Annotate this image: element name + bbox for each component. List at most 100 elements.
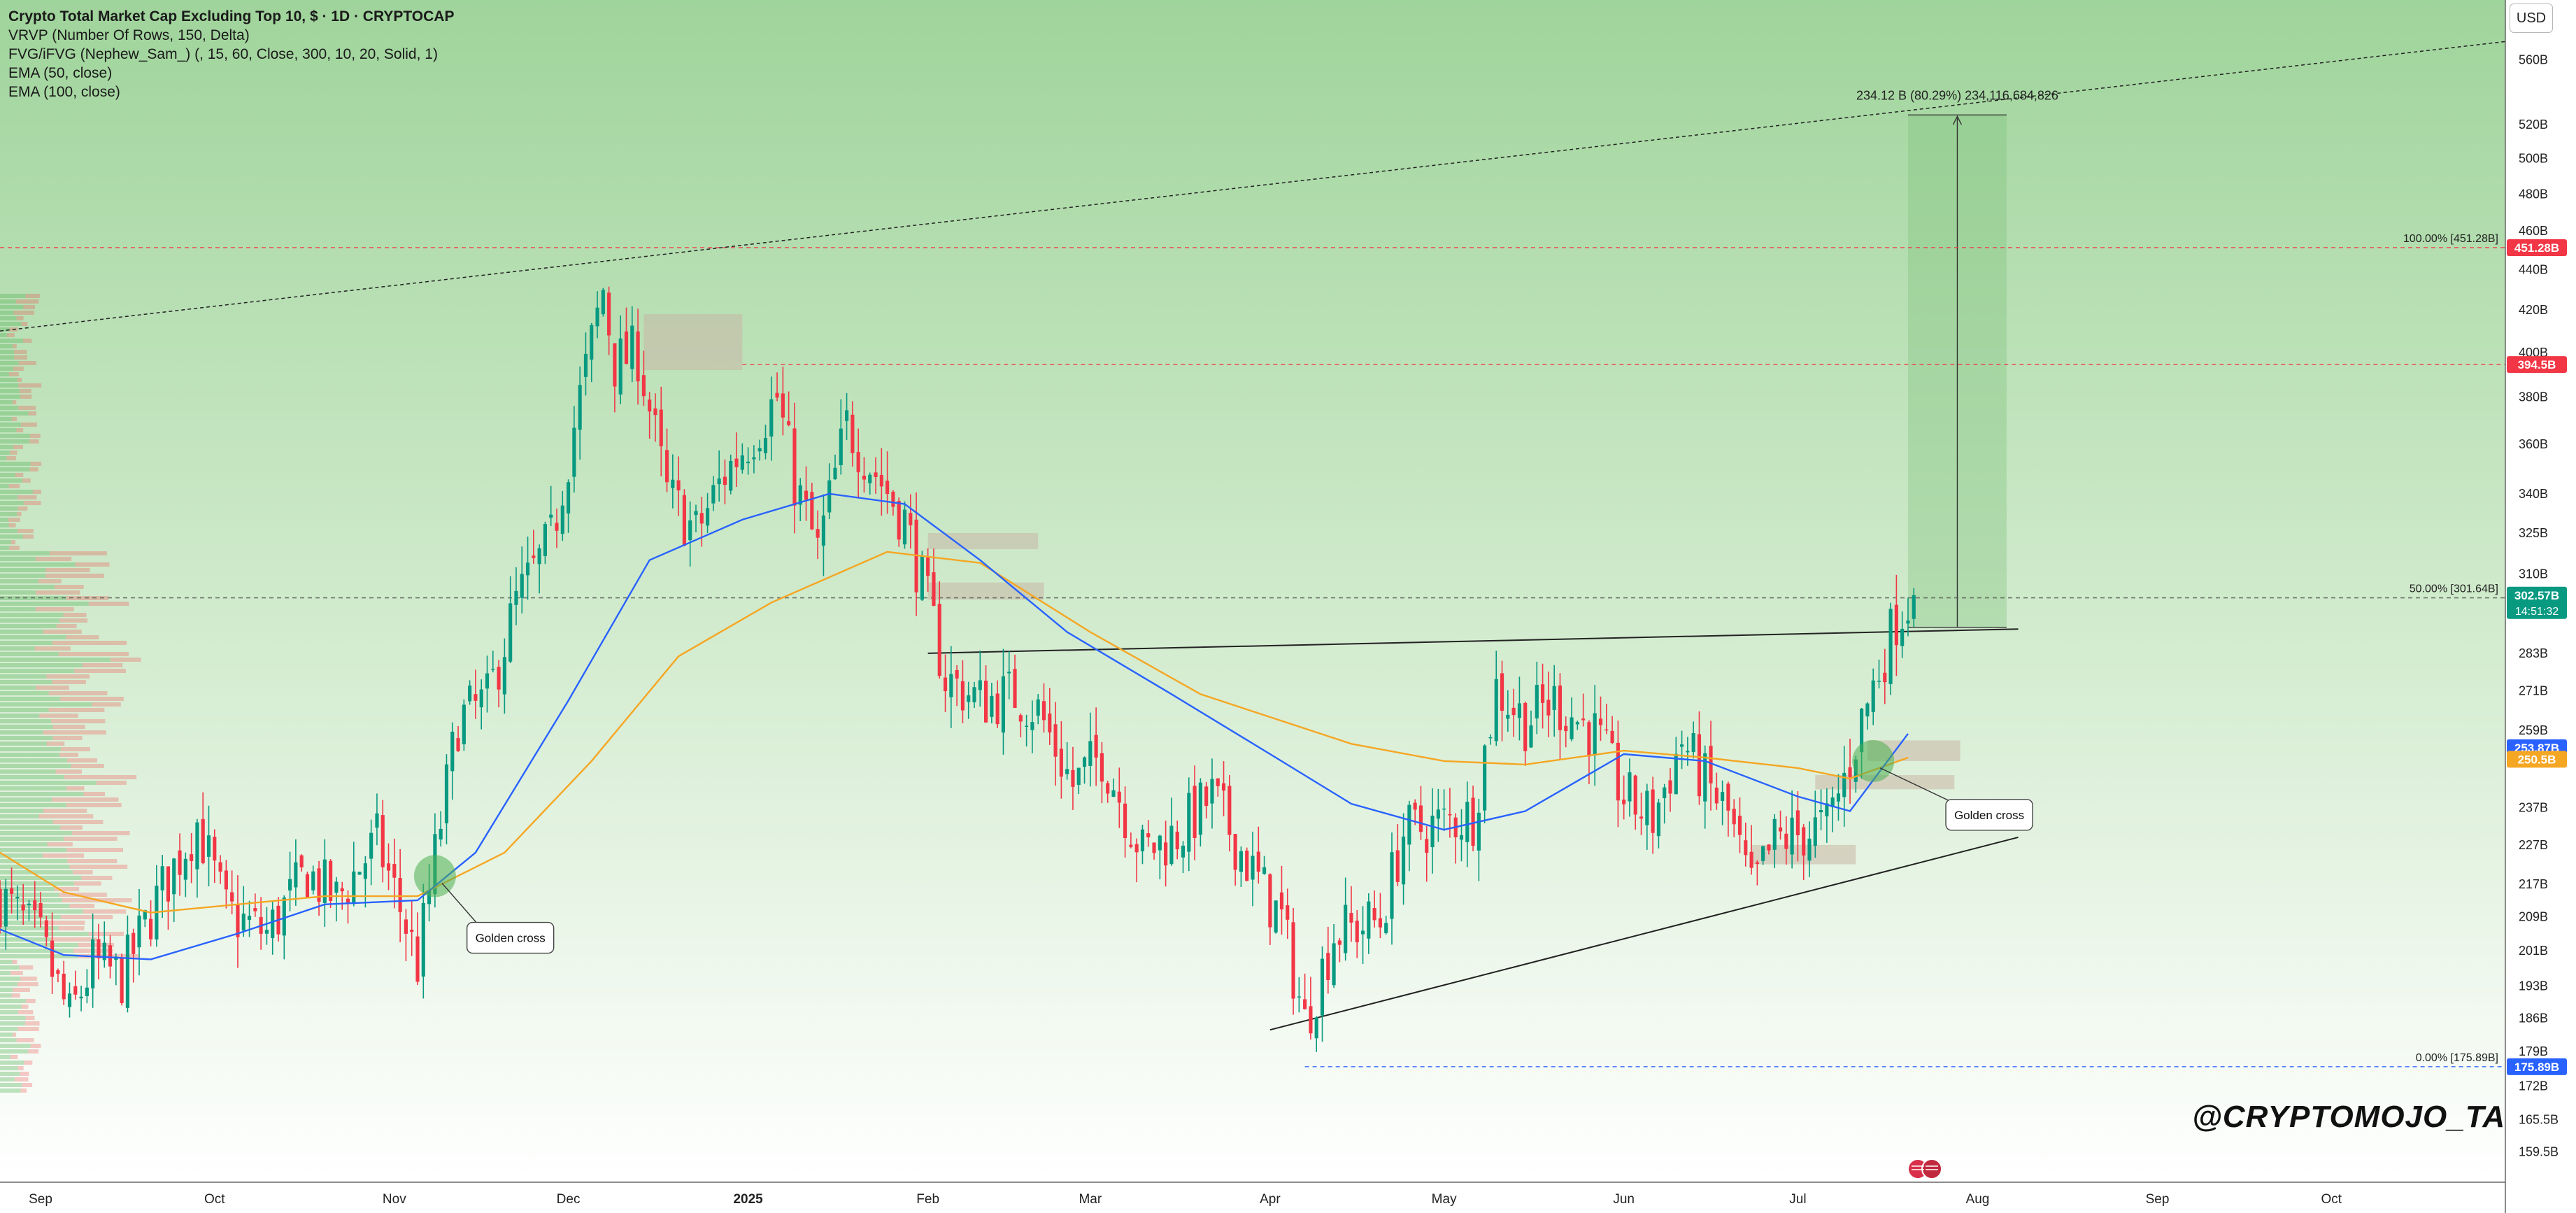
candle-body — [1001, 676, 1006, 733]
currency-button[interactable]: USD — [2510, 3, 2553, 33]
candle-body — [525, 562, 530, 576]
volume-profile-bar-up — [0, 607, 36, 611]
candle-body — [166, 866, 171, 902]
candle-body — [1395, 850, 1400, 882]
candle-body — [1367, 901, 1371, 939]
price-tick-label: 340B — [2519, 487, 2548, 501]
candle-body — [1436, 809, 1440, 819]
volume-profile-bar-down — [47, 842, 73, 846]
volume-profile-bar-up — [0, 372, 9, 376]
volume-profile-bar-up — [0, 1016, 26, 1020]
candle-body — [868, 474, 872, 483]
volume-profile-bar-up — [0, 775, 64, 779]
volume-profile-bar-down — [20, 1072, 29, 1076]
candle-body — [1535, 685, 1539, 718]
candle-body — [856, 452, 860, 473]
volume-profile-bar-up — [0, 820, 53, 824]
volume-profile-bar-down — [38, 579, 62, 583]
volume-profile-bar-up — [0, 602, 89, 606]
candle-body — [775, 392, 779, 398]
volume-profile-bar-down — [83, 792, 106, 796]
candle-body — [1175, 831, 1179, 850]
volume-profile-bar-down — [81, 876, 113, 880]
candle-body — [1639, 816, 1644, 819]
volume-profile-bar-up — [0, 893, 59, 897]
volume-profile-bar-down — [30, 462, 42, 466]
volume-profile-bar-down — [21, 322, 28, 326]
candle-body — [1390, 852, 1394, 919]
candle-body — [56, 970, 60, 974]
volume-profile-bar-down — [78, 954, 139, 958]
volume-profile-bar-down — [55, 769, 82, 774]
volume-profile-bar-down — [35, 607, 74, 611]
candle-body — [978, 680, 982, 690]
candle-body — [21, 905, 25, 911]
volume-profile-bar-down — [43, 853, 85, 858]
volume-profile-bar-up — [0, 1044, 31, 1048]
candle-body — [960, 681, 965, 711]
candle-body — [427, 890, 432, 905]
candle-body — [1523, 702, 1528, 751]
legend-indicator-fvg[interactable]: FVG/iFVG (Nephew_Sam_) (, 15, 60, Close,… — [8, 46, 438, 62]
volume-profile-bar-up — [0, 299, 16, 304]
candle-body — [549, 514, 553, 518]
legend-indicator-vrvp[interactable]: VRVP (Number Of Rows, 150, Delta) — [8, 27, 250, 43]
candle-body — [1628, 772, 1632, 802]
volume-profile-bar-down — [17, 1066, 24, 1070]
time-tick-label: May — [1432, 1192, 1457, 1207]
legend-title[interactable]: Crypto Total Market Cap Excluding Top 10… — [8, 8, 455, 24]
volume-profile-bar-up — [0, 758, 67, 762]
candle-body — [1622, 800, 1626, 804]
candle-body — [380, 815, 385, 867]
candle-body — [450, 731, 455, 772]
volume-profile-bar-down — [45, 568, 90, 572]
candle-body — [15, 896, 20, 899]
golden-cross-label: Golden cross — [476, 932, 546, 945]
volume-profile-bar-up — [0, 439, 30, 444]
candle-body — [213, 837, 217, 861]
candle-body — [845, 410, 849, 421]
volume-profile-bar-down — [20, 1088, 27, 1093]
time-axis[interactable]: Sep Oct Nov Dec 2025 Feb Mar Apr May Jun Jul Aug Sep… — [29, 1192, 2342, 1207]
candle-body — [920, 556, 924, 600]
volume-profile-bar-up — [0, 769, 56, 774]
volume-profile-bar-up — [0, 585, 55, 589]
volume-profile-bar-up — [0, 680, 52, 684]
candle-body — [1158, 835, 1162, 851]
volume-profile-bar-down — [52, 797, 119, 802]
candle-body — [1784, 833, 1788, 849]
volume-profile-bar-up — [0, 1027, 18, 1031]
candle-body — [346, 898, 350, 904]
candle-body — [1842, 772, 1846, 797]
volume-profile-bar-down — [60, 697, 124, 701]
price-axis[interactable]: 560B 520B 500B 480B 460B 440B 420B 400B 380B 360B… — [2519, 53, 2559, 1159]
candle-body — [1860, 709, 1864, 753]
candle-body — [671, 479, 675, 488]
candle-body — [1187, 793, 1191, 852]
fib-level-label: 50.00% [301.64B] — [2410, 583, 2498, 595]
candle-body — [1830, 797, 1835, 807]
volume-profile-bar-up — [0, 658, 111, 662]
price-tick-label: 209B — [2519, 910, 2548, 924]
candle-body — [1286, 905, 1290, 920]
candle-body — [520, 574, 524, 598]
legend-indicator-ema50[interactable]: EMA (50, close) — [8, 65, 113, 81]
candle-body — [1529, 725, 1533, 748]
volume-profile-bar-down — [66, 786, 85, 790]
price-tick-label: 460B — [2519, 224, 2548, 238]
volume-profile-bar-up — [0, 764, 71, 768]
volume-profile-bar-up — [0, 383, 19, 388]
volume-profile-bar-down — [60, 825, 83, 830]
volume-profile-bar-down — [78, 943, 115, 947]
volume-profile-bar-down — [96, 781, 127, 785]
candle-body — [1018, 715, 1023, 722]
candle-body — [1337, 940, 1342, 945]
volume-profile-bar-up — [0, 870, 73, 874]
candle-body — [618, 338, 622, 395]
volume-profile-bar-down — [16, 428, 24, 432]
candle-body — [322, 859, 327, 903]
candle-body — [746, 461, 750, 464]
candle-body — [1256, 851, 1260, 872]
legend-indicator-ema100[interactable]: EMA (100, close) — [8, 84, 120, 100]
